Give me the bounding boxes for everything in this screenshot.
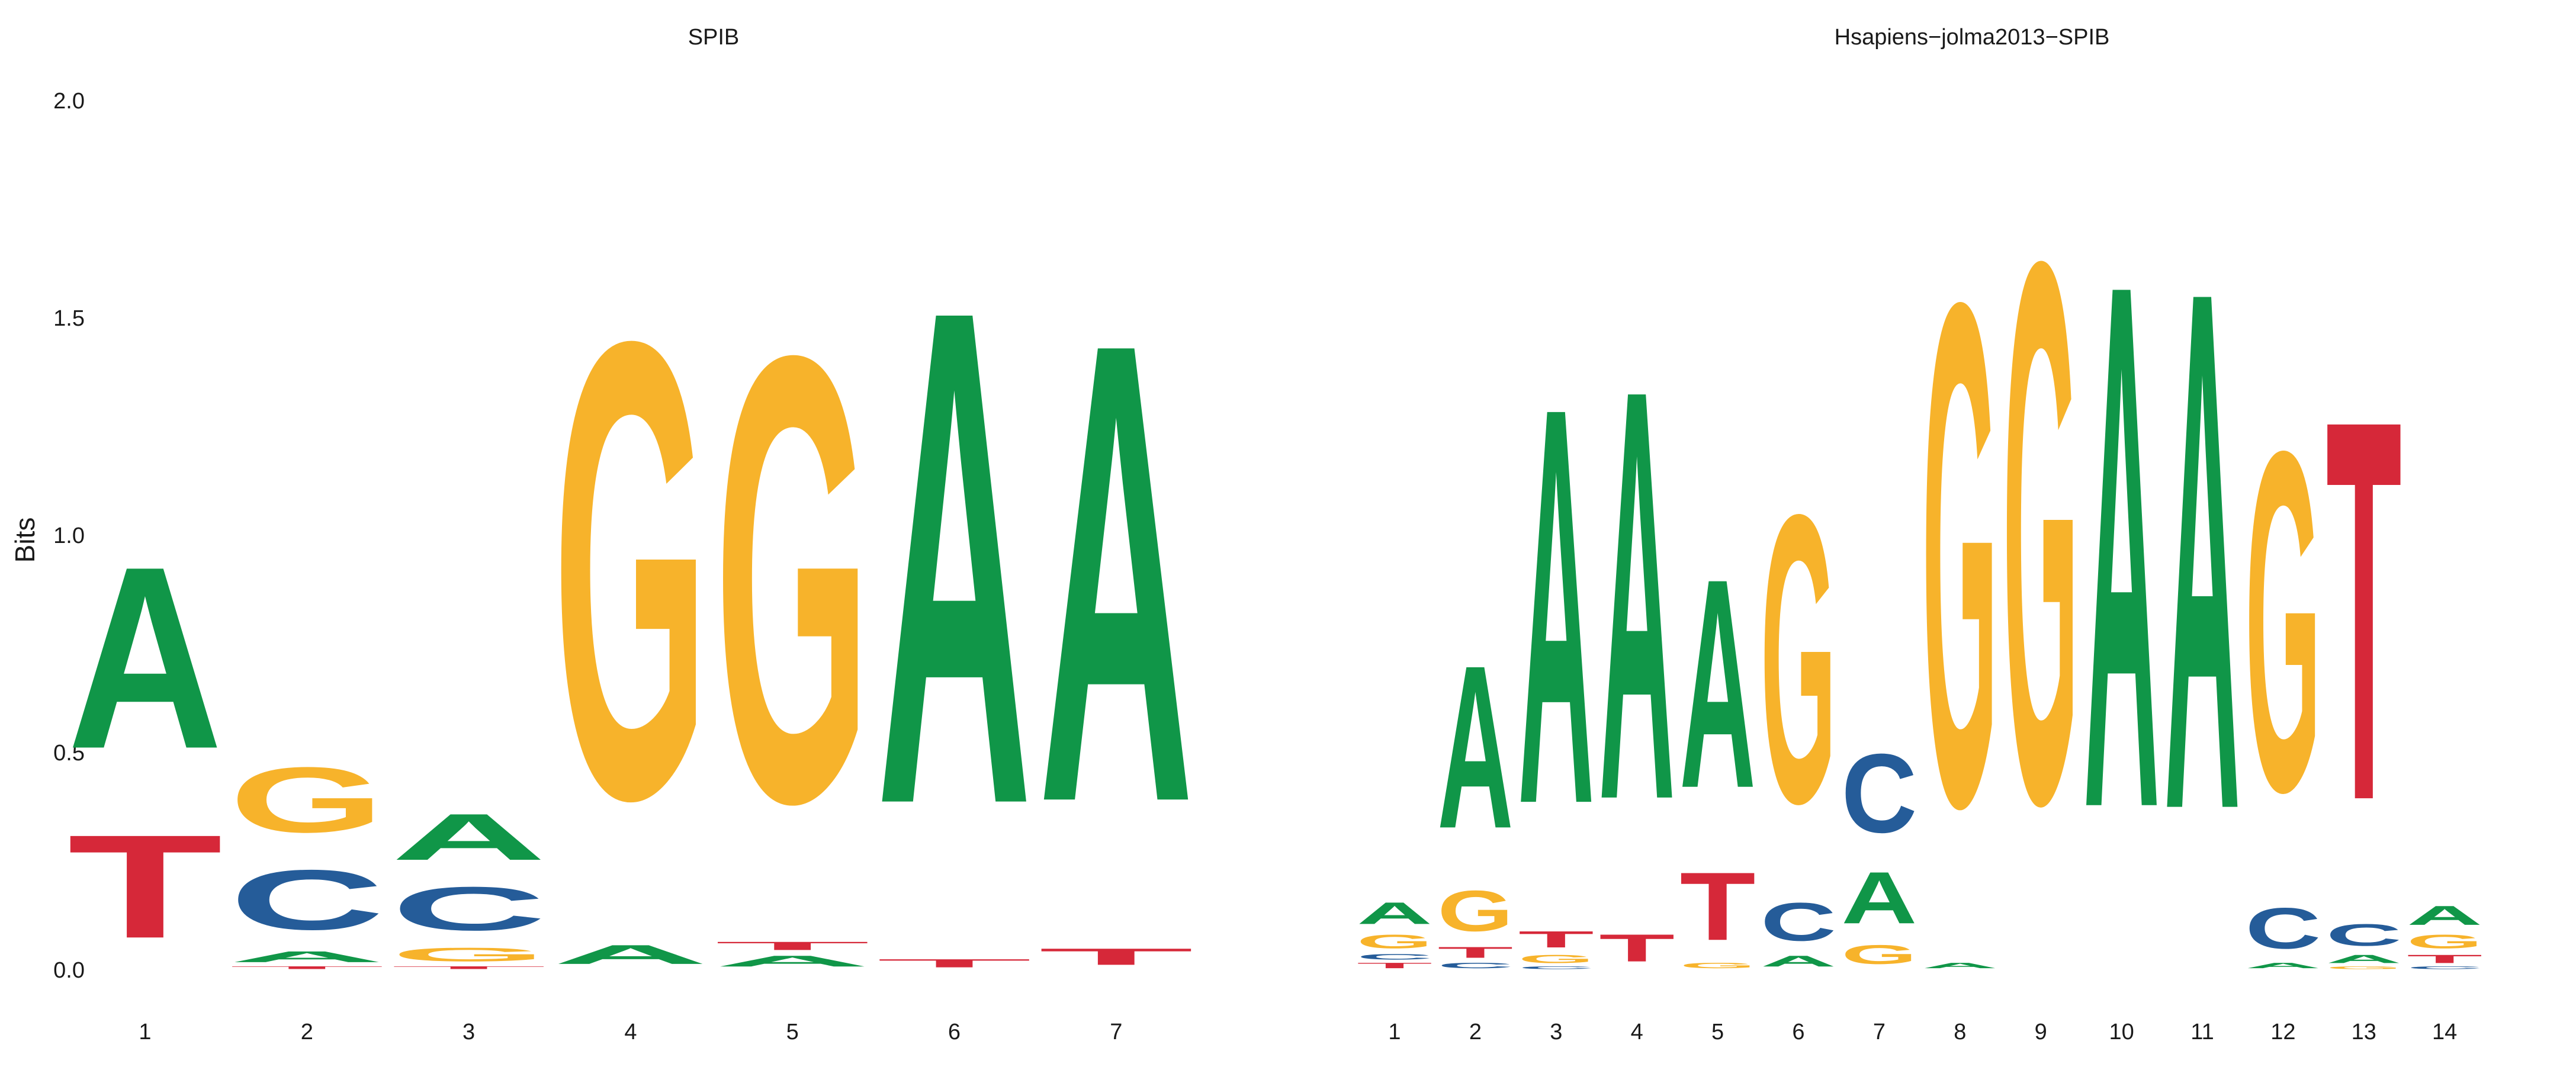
logo-letter-t: T <box>1518 927 1594 953</box>
logo-letter-g: G <box>1841 940 1917 970</box>
logo-letter-g: G <box>2407 931 2482 952</box>
left-panel-title: SPIB <box>688 25 740 50</box>
logo-letter-t: T <box>1357 961 1432 970</box>
logo-letter-t: T <box>1599 926 1675 969</box>
logo-letter-a: A <box>553 939 708 969</box>
logo-letter-t: T <box>229 966 384 970</box>
logo-letter-c: C <box>1761 891 1836 952</box>
logo-letter-g: G <box>553 206 708 935</box>
logo-letter-g: G <box>1437 878 1513 943</box>
x-tick-label: 2 <box>301 1020 313 1045</box>
right-panel-x-ticks: 1 2 3 4 5 6 7 8 9 10 11 12 13 14 <box>1388 1020 2457 1045</box>
logo-letter-a: A <box>68 513 223 804</box>
logo-letter-c: C <box>391 874 547 943</box>
logo-letter-g: G <box>1518 953 1594 966</box>
x-tick-label: 10 <box>2109 1020 2134 1045</box>
logo-letter-a: A <box>1761 952 1836 969</box>
logo-letter-a: A <box>2326 953 2402 966</box>
logo-letter-a: A <box>1039 206 1194 939</box>
x-tick-label: 11 <box>2190 1020 2214 1045</box>
x-tick-label: 14 <box>2432 1020 2457 1045</box>
x-tick-label: 5 <box>1711 1020 1724 1045</box>
logo-letter-g: G <box>2326 966 2402 970</box>
y-axis-ticks: 0.0 0.5 1.0 1.5 2.0 <box>53 89 85 983</box>
logo-letter-a: A <box>391 800 547 874</box>
logo-letter-a: A <box>2164 137 2240 964</box>
logo-letter-c: C <box>2407 966 2482 970</box>
logo-letter-a: A <box>1841 857 1917 939</box>
logo-letter-g: G <box>391 944 547 966</box>
x-tick-label: 4 <box>1631 1020 1643 1045</box>
logo-letter-t: T <box>877 957 1032 970</box>
x-tick-label: 9 <box>2035 1020 2047 1045</box>
logo-letter-a: A <box>1437 617 1513 878</box>
logo-letter-c: C <box>2245 896 2321 961</box>
logo-letter-a: A <box>1357 896 1432 931</box>
logo-letter-t: T <box>1437 944 1513 961</box>
x-tick-label: 6 <box>1792 1020 1804 1045</box>
y-tick-label: 1.5 <box>53 306 85 331</box>
y-tick-label: 0.5 <box>53 741 85 766</box>
logo-letter-g: G <box>1680 961 1756 970</box>
y-axis-title: Bits <box>9 518 40 563</box>
logo-letter-a: A <box>229 948 384 965</box>
logo-letter-c: C <box>1518 966 1594 970</box>
logo-letter-t: T <box>2326 307 2402 914</box>
x-tick-label: 6 <box>948 1020 961 1045</box>
logo-letter-c: C <box>1357 953 1432 962</box>
logo-letter-a: A <box>1599 266 1675 922</box>
logo-letter-a: A <box>1922 961 1998 970</box>
logo-letter-g: G <box>1357 931 1432 952</box>
y-tick-label: 1.0 <box>53 523 85 548</box>
logo-letter-c: C <box>229 853 384 948</box>
x-tick-label: 1 <box>139 1020 151 1045</box>
x-tick-label: 7 <box>1110 1020 1122 1045</box>
x-tick-label: 2 <box>1469 1020 1482 1045</box>
logo-letter-a: A <box>715 952 870 969</box>
logo-letter-a: A <box>1518 289 1594 922</box>
logo-letter-c: C <box>1437 961 1513 970</box>
logo-letter-g: G <box>2003 101 2079 963</box>
logo-letter-c: C <box>2326 918 2402 953</box>
x-tick-label: 13 <box>2352 1020 2376 1045</box>
x-tick-label: 7 <box>1873 1020 1886 1045</box>
logo-letter-a: A <box>1680 518 1756 851</box>
x-tick-label: 3 <box>1550 1020 1562 1045</box>
logo-letter-a: A <box>2407 901 2482 931</box>
x-tick-label: 4 <box>624 1020 637 1045</box>
logo-letter-t: T <box>1039 944 1194 970</box>
logo-letter-g: G <box>715 223 870 934</box>
y-tick-label: 0.0 <box>53 958 85 983</box>
logo-letter-t: T <box>2407 952 2482 965</box>
logo-letter-a: A <box>877 162 1032 952</box>
left-panel-x-ticks: 1 2 3 4 5 6 7 <box>139 1020 1122 1045</box>
right-panel-title: Hsapiens−jolma2013−SPIB <box>1835 25 2110 50</box>
x-tick-label: 5 <box>786 1020 799 1045</box>
logo-letter-t: T <box>1680 852 1756 960</box>
x-tick-label: 12 <box>2270 1020 2295 1045</box>
logo-letter-a: A <box>2245 961 2321 970</box>
logo-letter-t: T <box>391 966 547 970</box>
logo-letter-g: G <box>229 748 384 852</box>
x-tick-label: 3 <box>462 1020 475 1045</box>
logo-letter-c: C <box>1841 731 1917 856</box>
logo-letter-g: G <box>2245 351 2321 893</box>
logo-letter-g: G <box>1922 155 1998 956</box>
logo-letter-g: G <box>1761 429 1836 888</box>
x-tick-label: 8 <box>1954 1020 1966 1045</box>
y-tick-label: 2.0 <box>53 89 85 114</box>
x-tick-label: 1 <box>1388 1020 1401 1045</box>
logo-letter-t: T <box>68 805 223 969</box>
logo-letter-t: T <box>715 940 870 953</box>
logo-letter-a: A <box>2084 128 2160 965</box>
